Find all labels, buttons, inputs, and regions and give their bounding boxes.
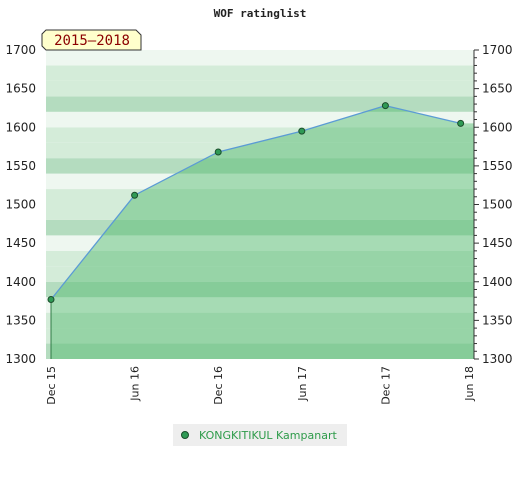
left-y-axis: 1300 1350 1400 1450 1500 1550 1600 1650 1700 xyxy=(5,43,36,366)
line-layer xyxy=(50,104,461,300)
points-layer xyxy=(47,102,465,304)
band xyxy=(46,328,474,344)
band xyxy=(46,204,474,220)
range-badge-label: 2015–2018 xyxy=(54,33,130,49)
left-tick-label: 1700 xyxy=(5,43,36,57)
right-tick-label: 1400 xyxy=(482,275,513,289)
band xyxy=(46,219,474,236)
x-tick-label: Jun 18 xyxy=(463,366,476,402)
right-tick-label: 1600 xyxy=(482,120,513,134)
background-bands xyxy=(46,50,474,359)
band xyxy=(46,281,474,298)
band xyxy=(46,343,474,359)
left-tick-label: 1400 xyxy=(5,275,36,289)
right-tick-label: 1550 xyxy=(482,159,513,173)
x-tick-label: Jun 17 xyxy=(296,366,309,402)
band xyxy=(46,250,474,267)
band xyxy=(46,266,474,282)
right-tick-label: 1700 xyxy=(482,43,513,57)
right-tick-label: 1500 xyxy=(482,198,513,212)
left-tick-label: 1550 xyxy=(5,159,36,173)
series-line xyxy=(50,104,461,300)
left-tick-label: 1600 xyxy=(5,120,36,134)
data-point xyxy=(214,148,222,156)
band xyxy=(46,158,474,174)
x-tick-label: Dec 15 xyxy=(45,366,58,405)
legend-label: KONGKITIKUL Kampanart xyxy=(199,429,337,442)
series-area xyxy=(51,105,474,360)
band xyxy=(46,96,474,112)
band xyxy=(46,142,474,159)
left-tick-label: 1350 xyxy=(5,313,36,327)
band xyxy=(46,80,474,97)
left-tick-label: 1300 xyxy=(5,352,36,366)
band xyxy=(46,65,474,81)
range-badge: 2015–2018 xyxy=(41,29,142,51)
band xyxy=(46,50,474,66)
left-tick-label: 1650 xyxy=(5,82,36,96)
data-point xyxy=(381,102,389,110)
x-axis: Dec 15 Jun 16 Dec 16 Jun 17 Dec 17 Jun 18 xyxy=(45,366,476,405)
x-tick-label: Jun 16 xyxy=(129,366,142,402)
data-point xyxy=(298,127,306,135)
band xyxy=(46,111,474,128)
band xyxy=(46,235,474,251)
range-badge-box xyxy=(41,29,142,51)
data-point xyxy=(47,296,55,304)
legend[interactable]: KONGKITIKUL Kampanart xyxy=(173,424,347,446)
left-tick-label: 1450 xyxy=(5,236,36,250)
legend-box xyxy=(173,424,347,446)
band xyxy=(46,189,474,205)
area-layer xyxy=(50,105,474,360)
right-tick-label: 1450 xyxy=(482,236,513,250)
band xyxy=(46,312,474,329)
data-point xyxy=(457,119,465,127)
data-point xyxy=(131,191,139,199)
right-y-axis: 1300 1350 1400 1450 1500 1550 1600 1650 1700 xyxy=(473,43,513,366)
right-tick-label: 1300 xyxy=(482,352,513,366)
x-tick-label: Dec 17 xyxy=(379,366,392,405)
band xyxy=(46,127,474,143)
chart-title: WOF ratinglist xyxy=(214,7,307,20)
band xyxy=(46,297,474,313)
legend-marker xyxy=(181,431,189,439)
right-tick-label: 1350 xyxy=(482,313,513,327)
left-tick-label: 1500 xyxy=(5,198,36,212)
right-tick-label: 1650 xyxy=(482,82,513,96)
x-tick-label: Dec 16 xyxy=(212,366,225,405)
